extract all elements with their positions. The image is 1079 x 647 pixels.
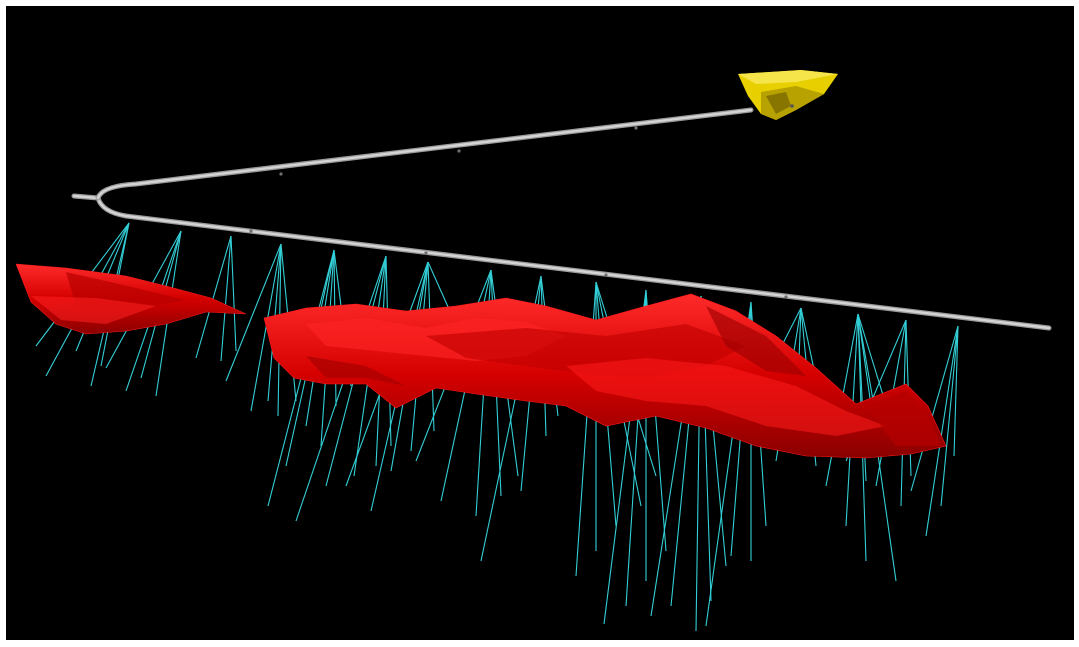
drill-hole	[940, 325, 959, 507]
drill-hole	[225, 243, 282, 382]
drill-hole	[250, 243, 282, 412]
3d-viewport[interactable]	[6, 6, 1074, 640]
drill-hole	[925, 325, 959, 537]
orebody-main	[263, 293, 947, 459]
portal	[738, 70, 838, 120]
drill-hole	[195, 235, 232, 359]
drill-hole	[953, 325, 959, 457]
orebody-left	[15, 263, 247, 335]
drill-hole	[220, 235, 232, 362]
drill-hole	[295, 255, 387, 522]
drill-hole	[910, 325, 959, 492]
mine-scene	[15, 70, 1052, 632]
drill-hole	[230, 235, 237, 352]
underground-tunnel	[71, 107, 1052, 331]
